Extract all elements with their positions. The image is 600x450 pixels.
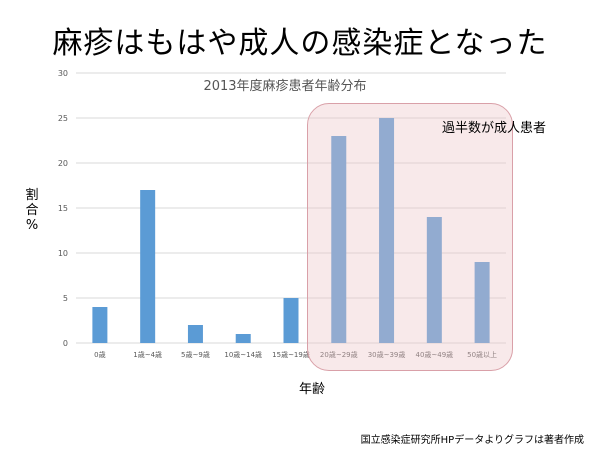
x-axis-label: 年齢 xyxy=(299,382,326,397)
bar xyxy=(331,136,347,343)
bar xyxy=(283,298,299,343)
x-tick-label: 30歳~39歳 xyxy=(368,350,406,359)
x-tick-labels: 0歳 1歳~4歳 5歳~9歳 10歳~14歳 15歳~19歳 20歳~29歳 30歳~39歳… xyxy=(94,350,497,359)
x-tick-label: 1歳~4歳 xyxy=(133,350,162,359)
y-tick-label: 25 xyxy=(58,114,68,123)
bar-chart: 2013年度麻疹患者年齢分布 0 5 10 15 20 25 30 0歳 1歳~4歳 5歳~9歳… xyxy=(58,69,506,359)
y-axis-label: 割 合 % xyxy=(24,188,40,233)
chart-title: 2013年度麻疹患者年齢分布 xyxy=(203,78,366,94)
bar xyxy=(140,190,156,343)
y-tick-label: 30 xyxy=(58,69,68,78)
x-tick-label: 0歳 xyxy=(94,350,105,359)
slide-title: 麻疹はもはや成人の感染症となった xyxy=(52,26,548,61)
bar xyxy=(92,307,108,343)
bar xyxy=(235,334,251,343)
bar xyxy=(379,118,395,343)
y-tick-label: 5 xyxy=(63,294,68,303)
x-tick-label: 40歳~49歳 xyxy=(415,350,453,359)
y-tick-label: 10 xyxy=(58,249,68,258)
bar xyxy=(426,217,442,343)
y-tick-label: 15 xyxy=(58,204,68,213)
y-axis-label-char: 割 xyxy=(25,188,39,203)
x-tick-label: 50歳以上 xyxy=(467,350,497,359)
x-tick-label: 20歳~29歳 xyxy=(320,350,358,359)
bar xyxy=(474,262,490,343)
y-tick-label: 20 xyxy=(58,159,68,168)
y-axis-label-char: % xyxy=(25,218,39,233)
source-note: 国立感染症研究所HPデータよりグラフは著者作成 xyxy=(360,435,584,446)
x-tick-label: 5歳~9歳 xyxy=(181,350,210,359)
y-tick-label: 0 xyxy=(63,339,68,348)
bar xyxy=(187,325,203,343)
highlight-label: 過半数が成人患者 xyxy=(442,121,547,136)
x-tick-label: 15歳~19歳 xyxy=(272,350,310,359)
bars xyxy=(92,118,490,343)
y-axis-label-char: 合 xyxy=(25,203,39,218)
y-tick-labels: 0 5 10 15 20 25 30 xyxy=(58,69,68,348)
x-tick-label: 10歳~14歳 xyxy=(224,350,262,359)
adult-highlight-region xyxy=(307,103,513,371)
